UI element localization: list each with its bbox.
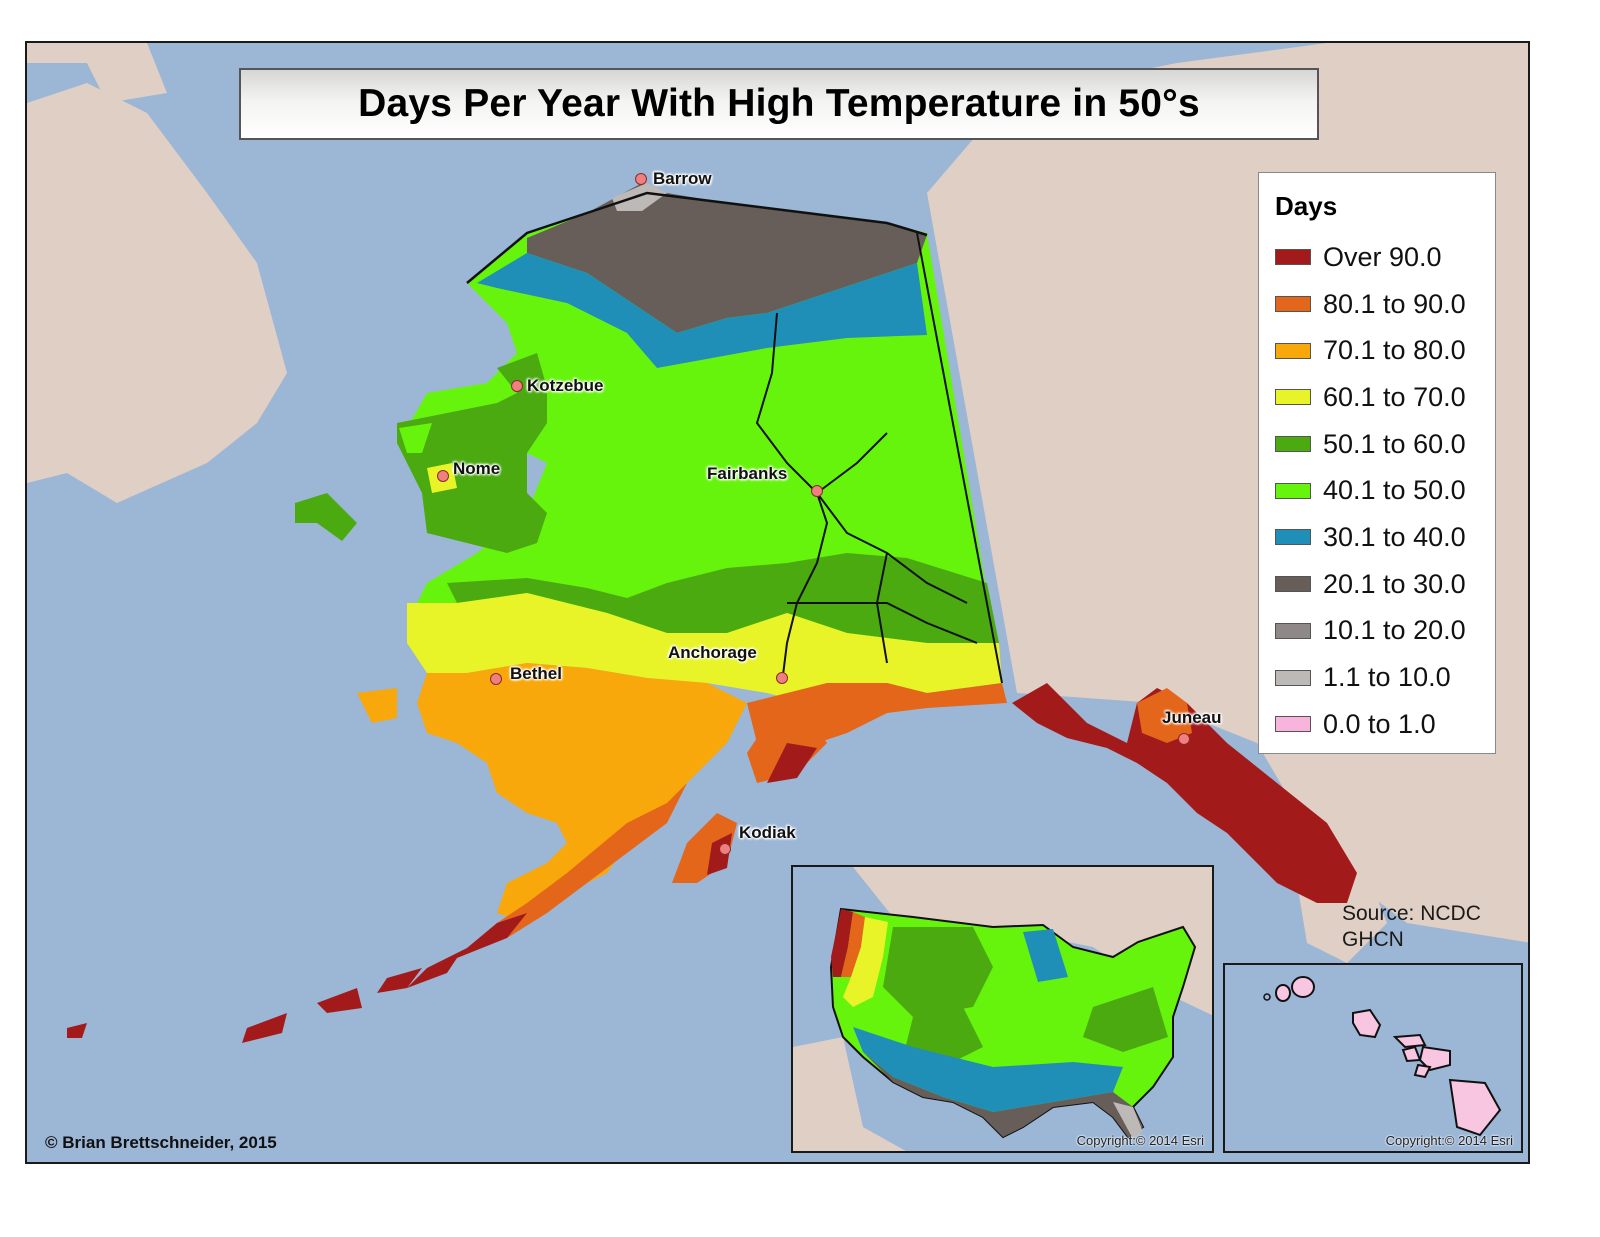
city-marker-icon [811,485,823,497]
conus-inset: Copyright:© 2014 Esri [791,865,1214,1153]
legend-label: 0.0 to 1.0 [1323,708,1436,739]
legend-label: 20.1 to 30.0 [1323,568,1466,599]
hawaii-copyright: Copyright:© 2014 Esri [1385,1133,1513,1148]
city-marker-icon [511,380,523,392]
conus-map [793,867,1212,1151]
city-label: Juneau [1162,708,1222,727]
legend-item: Over 90.0 [1275,234,1495,281]
city-marker-icon [719,843,731,855]
legend: Days Over 90.0 80.1 to 90.0 70.1 to 80.0… [1258,172,1496,754]
legend-item: 1.1 to 10.0 [1275,654,1495,701]
city-barrow: Barrow [635,169,712,189]
map-frame: Days Per Year With High Temperature in 5… [25,41,1530,1164]
city-label: Barrow [653,169,712,188]
city-kodiak-marker [719,843,731,855]
hawaii-map [1263,976,1502,1137]
city-juneau-label: Juneau [1162,708,1222,728]
author-credit: © Brian Brettschneider, 2015 [45,1133,277,1152]
city-label: Kodiak [739,823,796,842]
city-marker-icon [776,672,788,684]
city-label: Bethel [510,664,562,683]
legend-swatch [1275,436,1311,453]
legend-swatch [1275,576,1311,593]
legend-heading: Days [1275,191,1338,221]
city-anchorage-marker [776,672,788,684]
legend-label: 10.1 to 20.0 [1323,615,1466,646]
legend-label: 50.1 to 60.0 [1323,428,1466,459]
legend-item: 80.1 to 90.0 [1275,281,1495,328]
legend-label: 80.1 to 90.0 [1323,288,1466,319]
legend-item: 0.0 to 1.0 [1275,701,1495,748]
city-nome: Nome [437,459,500,482]
legend-item: 50.1 to 60.0 [1275,421,1495,468]
legend-swatch [1275,296,1311,313]
legend-label: 1.1 to 10.0 [1323,662,1451,693]
city-marker-icon [437,470,449,482]
city-bethel: Bethel [490,664,562,685]
source-line-2: GHCN [1342,928,1404,951]
legend-label: 40.1 to 50.0 [1323,475,1466,506]
legend-label: 30.1 to 40.0 [1323,521,1466,552]
legend-item: 40.1 to 50.0 [1275,467,1495,514]
city-kodiak-label: Kodiak [739,823,796,843]
legend-item: 30.1 to 40.0 [1275,514,1495,561]
hawaii-inset: Copyright:© 2014 Esri [1223,963,1523,1153]
legend-swatch [1275,622,1311,639]
legend-item: 60.1 to 70.0 [1275,374,1495,421]
city-label: Nome [453,459,501,478]
legend-swatch [1275,529,1311,546]
legend-swatch [1275,716,1311,733]
conus-copyright: Copyright:© 2014 Esri [1076,1133,1204,1148]
city-label: Kotzebue [527,376,604,395]
city-anchorage-label: Anchorage [668,643,757,663]
city-marker-icon [1178,733,1190,745]
legend-label: 70.1 to 80.0 [1323,335,1466,366]
legend-swatch [1275,342,1311,359]
city-fairbanks-label: Fairbanks [707,464,787,484]
city-fairbanks-marker [811,485,823,497]
city-label: Anchorage [668,643,757,662]
legend-swatch [1275,249,1311,266]
legend-swatch [1275,482,1311,499]
legend-item: 70.1 to 80.0 [1275,327,1495,374]
legend-swatch [1275,669,1311,686]
city-marker-icon [490,673,502,685]
source-line-1: Source: NCDC [1342,902,1481,925]
legend-item: 10.1 to 20.0 [1275,608,1495,655]
city-juneau-marker [1178,733,1190,745]
map-title-box: Days Per Year With High Temperature in 5… [239,68,1319,140]
city-kotzebue: Kotzebue [511,376,604,396]
legend-item: 20.1 to 30.0 [1275,561,1495,608]
legend-label: Over 90.0 [1323,241,1442,272]
city-marker-icon [635,173,647,185]
map-title: Days Per Year With High Temperature in 5… [358,82,1200,125]
legend-swatch [1275,389,1311,406]
city-label: Fairbanks [707,464,788,483]
legend-label: 60.1 to 70.0 [1323,381,1466,412]
source-note: Source: NCDC GHCN [1342,901,1481,953]
